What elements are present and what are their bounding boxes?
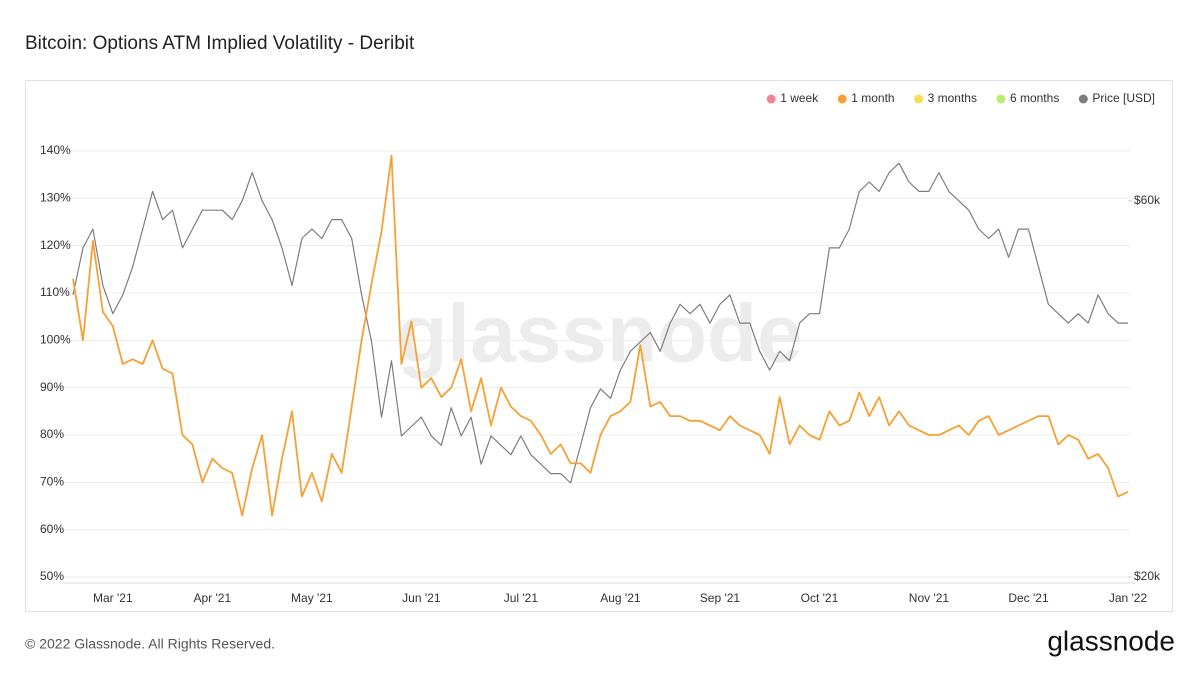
x-tick-label: Apr '21 (194, 591, 232, 605)
y-tick-label: 120% (40, 238, 71, 252)
legend-marker[interactable] (837, 94, 847, 104)
x-tick-label: Nov '21 (909, 591, 950, 605)
series-line (72, 154, 1129, 517)
footer: © 2022 Glassnode. All Rights Reserved. (25, 636, 275, 652)
legend-label[interactable]: 1 month (851, 91, 894, 105)
x-tick-label: Oct '21 (801, 591, 839, 605)
legend-label[interactable]: 1 week (780, 91, 819, 105)
y2-tick-label: $20k (1134, 569, 1161, 583)
x-tick-label: Aug '21 (600, 591, 641, 605)
x-tick-label: Jun '21 (402, 591, 441, 605)
y-tick-label: 50% (40, 569, 64, 583)
x-tick-label: Jul '21 (504, 591, 539, 605)
legend-marker[interactable] (766, 94, 776, 104)
series-line (72, 162, 1128, 484)
chart-title: Bitcoin: Options ATM Implied Volatility … (25, 33, 415, 54)
y2-tick-label: $60k (1134, 193, 1161, 207)
legend-marker[interactable] (996, 94, 1006, 104)
y-tick-label: 60% (40, 522, 64, 536)
y-tick-label: 100% (40, 333, 71, 347)
chart-frame (25, 80, 1173, 612)
logo: glassnode (1047, 625, 1175, 656)
x-tick-label: Dec '21 (1008, 591, 1049, 605)
y-tick-label: 70% (40, 475, 64, 489)
x-tick-label: Mar '21 (93, 591, 133, 605)
y-tick-label: 90% (40, 380, 64, 394)
legend-marker[interactable] (914, 94, 924, 104)
legend-label[interactable]: 6 months (1010, 91, 1059, 105)
legend-label[interactable]: 3 months (928, 91, 977, 105)
x-tick-label: May '21 (291, 591, 333, 605)
y-tick-label: 110% (40, 285, 70, 299)
x-tick-label: Jan '22 (1109, 591, 1148, 605)
x-tick-label: Sep '21 (700, 591, 741, 605)
y-tick-label: 130% (40, 191, 71, 205)
y-tick-label: 80% (40, 427, 64, 441)
legend-marker[interactable] (1078, 94, 1088, 104)
legend-label[interactable]: Price [USD] (1092, 91, 1155, 105)
y-tick-label: 140% (40, 143, 71, 157)
watermark: glassnode (397, 289, 803, 380)
